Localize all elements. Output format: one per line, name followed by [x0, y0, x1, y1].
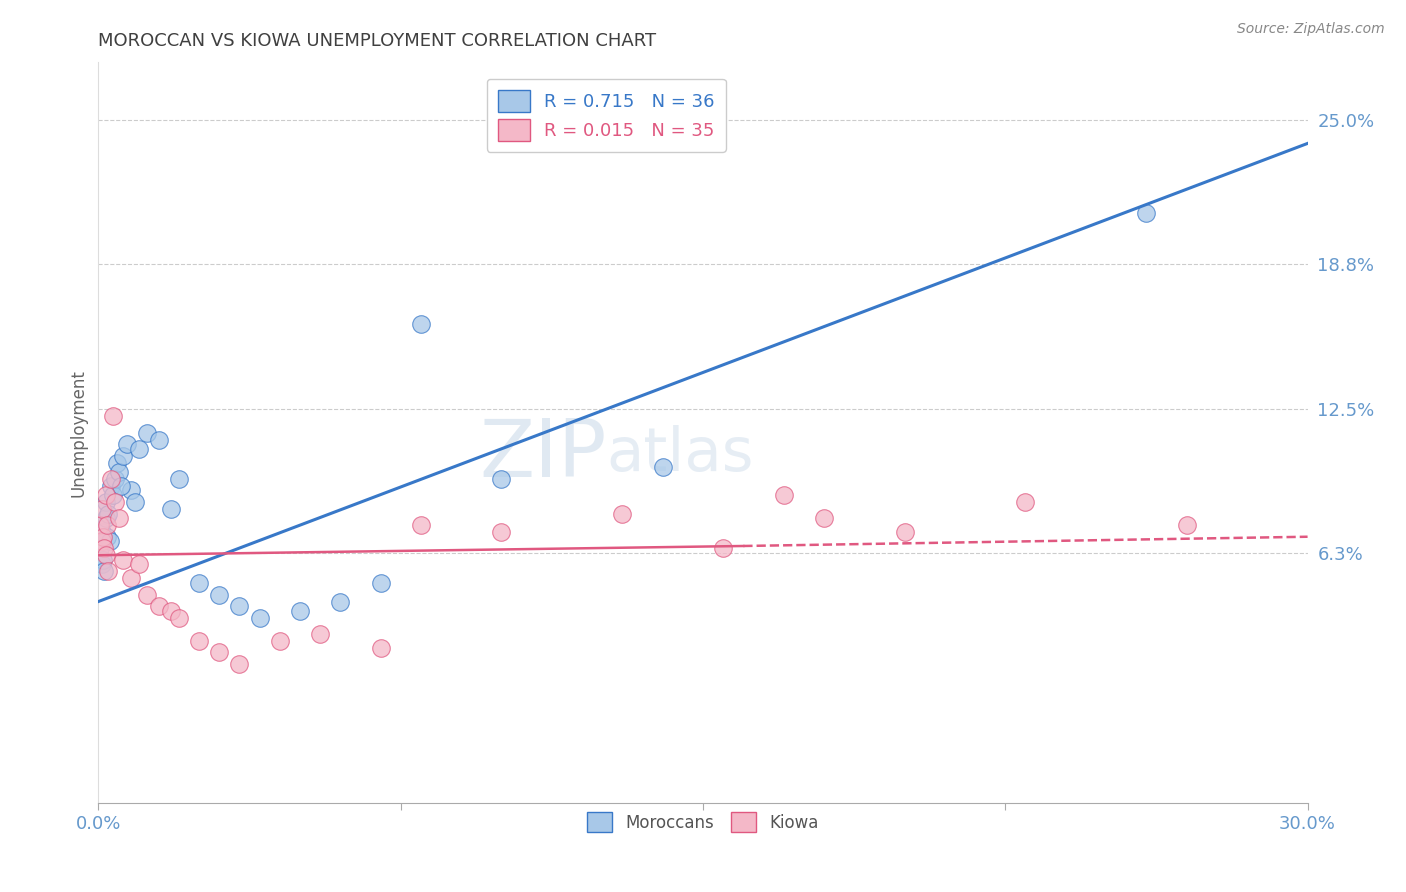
Point	[103, 472, 125, 486]
Point	[269, 633, 291, 648]
Point	[94, 511, 117, 525]
Point	[89, 518, 111, 533]
Point	[167, 472, 190, 486]
Point	[96, 530, 118, 544]
Point	[813, 511, 835, 525]
Point	[228, 657, 250, 671]
Point	[1014, 495, 1036, 509]
Point	[148, 433, 170, 447]
Point	[89, 541, 111, 556]
Point	[98, 534, 121, 549]
Point	[160, 604, 183, 618]
Point	[120, 571, 142, 585]
Point	[91, 525, 114, 540]
Point	[91, 553, 114, 567]
Point	[135, 425, 157, 440]
Point	[370, 640, 392, 655]
Point	[612, 507, 634, 521]
Point	[103, 495, 125, 509]
Point	[93, 541, 115, 556]
Point	[1175, 518, 1198, 533]
Point	[115, 437, 138, 451]
Point	[105, 456, 128, 470]
Text: MOROCCAN VS KIOWA UNEMPLOYMENT CORRELATION CHART: MOROCCAN VS KIOWA UNEMPLOYMENT CORRELATI…	[98, 32, 657, 50]
Point	[893, 525, 915, 540]
Point	[329, 594, 352, 608]
Point	[100, 479, 122, 493]
Point	[409, 518, 432, 533]
Point	[208, 645, 231, 659]
Point	[90, 558, 112, 572]
Point	[107, 511, 129, 525]
Point	[100, 472, 122, 486]
Point	[90, 502, 112, 516]
Point	[188, 633, 211, 648]
Point	[128, 558, 150, 572]
Point	[97, 507, 120, 521]
Point	[1135, 206, 1157, 220]
Point	[711, 541, 734, 556]
Text: Source: ZipAtlas.com: Source: ZipAtlas.com	[1237, 22, 1385, 37]
Point	[93, 565, 115, 579]
Point	[96, 548, 118, 562]
Point	[309, 627, 332, 641]
Point	[409, 317, 432, 331]
Text: ZIP: ZIP	[479, 416, 606, 494]
Point	[651, 460, 673, 475]
Point	[188, 576, 211, 591]
Point	[91, 534, 114, 549]
Point	[288, 604, 311, 618]
Point	[96, 518, 118, 533]
Point	[148, 599, 170, 614]
Point	[491, 525, 513, 540]
Point	[91, 530, 114, 544]
Legend: Moroccans, Kiowa: Moroccans, Kiowa	[581, 805, 825, 838]
Point	[110, 479, 132, 493]
Point	[128, 442, 150, 456]
Point	[111, 553, 134, 567]
Point	[101, 409, 124, 424]
Point	[208, 588, 231, 602]
Point	[120, 483, 142, 498]
Text: atlas: atlas	[606, 425, 754, 484]
Point	[124, 495, 146, 509]
Point	[97, 565, 120, 579]
Point	[160, 502, 183, 516]
Point	[107, 465, 129, 479]
Point	[101, 488, 124, 502]
Point	[491, 472, 513, 486]
Point	[167, 610, 190, 624]
Point	[228, 599, 250, 614]
Point	[94, 488, 117, 502]
Point	[772, 488, 794, 502]
Point	[96, 495, 118, 509]
Point	[111, 449, 134, 463]
Y-axis label: Unemployment: Unemployment	[69, 368, 87, 497]
Point	[249, 610, 271, 624]
Point	[135, 588, 157, 602]
Point	[370, 576, 392, 591]
